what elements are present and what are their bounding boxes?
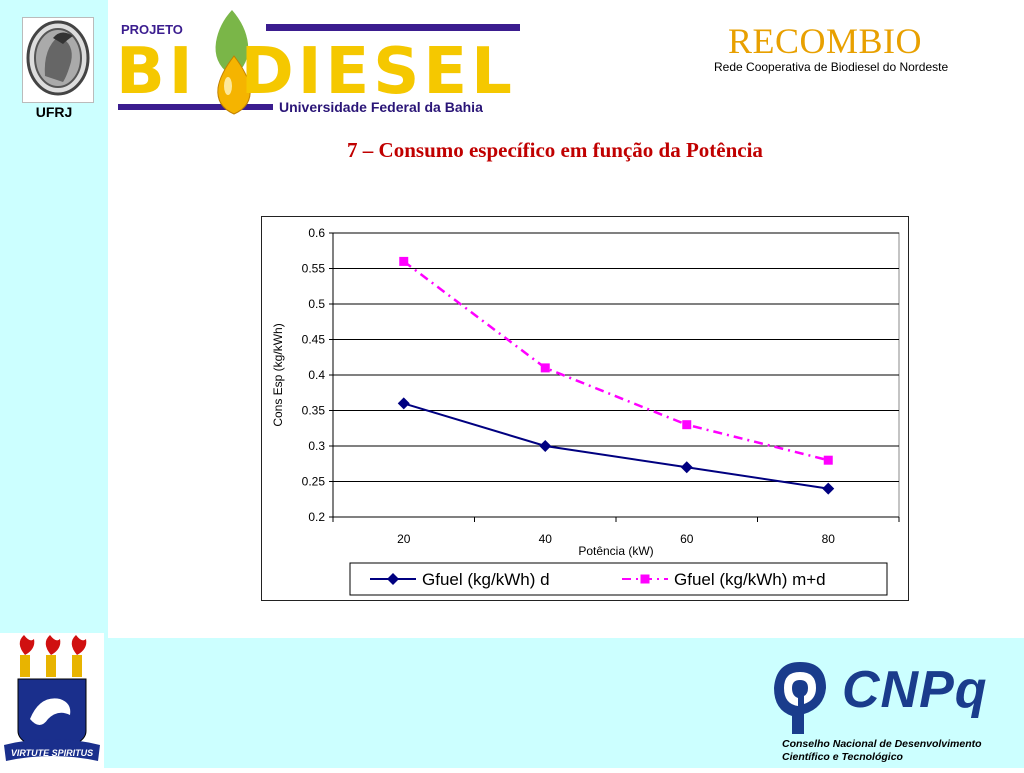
y-tick-label: 0.35 [302, 404, 326, 418]
series-1-point [539, 440, 552, 452]
cnpq-subtitle-line2: Científico e Tecnológico [782, 751, 903, 763]
chart-frame: 0.2 0.25 0.3 0.35 0.4 0.45 0.5 0.55 0.6 20 40 60 80 P… [261, 216, 909, 601]
series-1-line [403, 402, 829, 490]
y-tick-label: 0.4 [308, 368, 325, 382]
y-tick-label: 0.5 [308, 297, 325, 311]
bottom-band [0, 638, 1024, 768]
ufba-label: Universidade Federal da Bahia [279, 99, 483, 115]
page-title: 7 – Consumo específico em função da Potê… [347, 138, 763, 162]
recombio-subtitle: Rede Cooperativa de Biodiesel do Nordest… [714, 60, 949, 74]
diesel-letters: DIESEL [240, 35, 516, 109]
legend-swatch-marker [640, 574, 650, 584]
series-2-point [682, 420, 692, 430]
y-tick-label: 0.55 [302, 262, 326, 276]
x-tick-label: 60 [680, 532, 694, 546]
ufrj-logo [22, 17, 94, 103]
series-1-point [397, 397, 410, 410]
y-tick-label: 0.3 [308, 439, 325, 453]
legend-box [349, 562, 888, 596]
cnpq-wordmark: CNPq [842, 661, 988, 719]
y-tick-label: 0.45 [302, 333, 326, 347]
series-2-line [402, 260, 829, 462]
ufba-crest: VIRTUTE SPIRITUS [0, 633, 104, 768]
biodiesel-logo: PROJETO BI DIESEL Universidade Federal da… [116, 4, 526, 120]
x-axis-label: Potência (kW) [578, 544, 653, 558]
projeto-label: PROJETO [121, 22, 183, 37]
y-tick-label: 0.2 [308, 510, 325, 524]
x-tick-label: 20 [397, 532, 411, 546]
x-tick-label: 40 [539, 532, 553, 546]
recombio-logo: RECOMBIO [728, 21, 923, 61]
biodiesel-wordmark: BI DIESEL [116, 40, 516, 104]
series-2-point [823, 455, 833, 465]
ufrj-label: UFRJ [35, 104, 73, 120]
legend-swatch-marker [387, 573, 399, 585]
line-chart: 0.2 0.25 0.3 0.35 0.4 0.45 0.5 0.55 0.6 20 40 60 80 P… [271, 226, 900, 596]
legend-label: Gfuel (kg/kWh) m+d [674, 570, 826, 589]
series-1-point [822, 482, 835, 495]
bio-letters: BI [116, 35, 197, 109]
x-tick-label: 80 [822, 532, 836, 546]
y-axis-label: Cons Esp (kg/kWh) [271, 323, 285, 426]
y-tick-label: 0.6 [308, 226, 325, 240]
crest-motto: VIRTUTE SPIRITUS [11, 748, 93, 758]
cnpq-subtitle: Conselho Nacional de Desenvolvimento Cie… [782, 738, 982, 764]
cnpq-icon [770, 658, 830, 738]
y-tick-label: 0.25 [302, 475, 326, 489]
torch-icons [19, 635, 87, 677]
legend-label: Gfuel (kg/kWh) d [422, 570, 550, 589]
series-2-point [399, 256, 409, 266]
cnpq-subtitle-line1: Conselho Nacional de Desenvolvimento [782, 738, 982, 750]
series-1-point [680, 461, 693, 474]
series-2-point [540, 363, 550, 373]
